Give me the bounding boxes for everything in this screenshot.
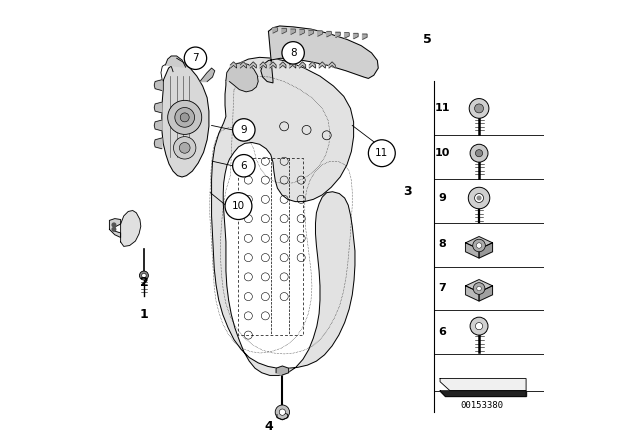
Circle shape <box>112 223 116 227</box>
Text: 1: 1 <box>140 308 148 321</box>
Polygon shape <box>466 237 493 249</box>
Text: 10: 10 <box>435 148 450 158</box>
Polygon shape <box>354 34 358 39</box>
Polygon shape <box>240 62 246 68</box>
Polygon shape <box>165 56 186 67</box>
Polygon shape <box>250 62 257 68</box>
Polygon shape <box>327 31 332 37</box>
Polygon shape <box>270 62 276 68</box>
Text: 4: 4 <box>264 420 273 433</box>
Text: 6: 6 <box>241 161 247 171</box>
Circle shape <box>175 108 195 127</box>
Circle shape <box>473 283 485 294</box>
Polygon shape <box>226 63 258 92</box>
Text: 3: 3 <box>403 185 412 198</box>
Polygon shape <box>289 62 296 68</box>
Text: 11: 11 <box>435 103 450 112</box>
Text: 9: 9 <box>241 125 247 135</box>
Polygon shape <box>121 211 141 246</box>
Polygon shape <box>466 280 493 292</box>
Circle shape <box>275 405 289 419</box>
Polygon shape <box>319 62 325 68</box>
Text: 7: 7 <box>438 283 446 293</box>
Text: 2: 2 <box>140 276 148 289</box>
Circle shape <box>179 142 190 153</box>
Polygon shape <box>260 62 266 68</box>
Polygon shape <box>154 102 162 113</box>
Polygon shape <box>261 26 378 83</box>
Polygon shape <box>440 379 526 391</box>
Circle shape <box>173 137 196 159</box>
Circle shape <box>140 271 148 280</box>
Polygon shape <box>318 31 323 36</box>
Polygon shape <box>466 286 479 301</box>
Circle shape <box>468 187 490 209</box>
Circle shape <box>180 113 189 122</box>
Polygon shape <box>276 366 289 375</box>
Polygon shape <box>300 62 306 68</box>
Polygon shape <box>162 64 209 177</box>
Polygon shape <box>291 29 296 34</box>
Circle shape <box>279 409 285 415</box>
Text: 11: 11 <box>375 148 388 158</box>
Text: 7: 7 <box>192 53 199 63</box>
Circle shape <box>470 317 488 335</box>
Circle shape <box>474 104 484 113</box>
Polygon shape <box>479 286 493 301</box>
Circle shape <box>477 196 481 200</box>
Text: 00153380: 00153380 <box>461 401 504 410</box>
Polygon shape <box>200 68 215 82</box>
Polygon shape <box>282 28 287 34</box>
Text: 9: 9 <box>438 193 446 203</box>
Polygon shape <box>230 62 237 68</box>
Text: 10: 10 <box>232 201 245 211</box>
Polygon shape <box>154 120 162 131</box>
Polygon shape <box>300 30 305 35</box>
Circle shape <box>184 47 207 69</box>
Text: 8: 8 <box>438 239 446 249</box>
Polygon shape <box>479 243 493 258</box>
Polygon shape <box>329 62 335 68</box>
Circle shape <box>112 228 116 231</box>
Polygon shape <box>154 80 162 90</box>
Circle shape <box>476 323 483 330</box>
Polygon shape <box>212 57 355 375</box>
Circle shape <box>168 100 202 134</box>
Polygon shape <box>345 33 349 38</box>
Circle shape <box>469 99 489 118</box>
Polygon shape <box>466 243 479 258</box>
Polygon shape <box>440 391 526 396</box>
Text: 6: 6 <box>438 327 446 336</box>
Circle shape <box>476 243 482 248</box>
Circle shape <box>474 194 484 202</box>
Text: 5: 5 <box>423 33 432 46</box>
Circle shape <box>369 140 396 167</box>
Circle shape <box>233 155 255 177</box>
Circle shape <box>141 273 146 278</box>
Polygon shape <box>309 62 316 68</box>
Circle shape <box>470 144 488 162</box>
Polygon shape <box>277 412 288 420</box>
Polygon shape <box>363 34 367 39</box>
Circle shape <box>476 150 483 157</box>
Polygon shape <box>309 30 314 36</box>
Circle shape <box>473 239 485 252</box>
Circle shape <box>233 119 255 141</box>
Polygon shape <box>280 62 286 68</box>
Polygon shape <box>336 32 340 38</box>
Circle shape <box>477 286 481 291</box>
Circle shape <box>225 193 252 220</box>
Polygon shape <box>154 138 162 149</box>
Polygon shape <box>109 219 121 237</box>
Circle shape <box>282 42 305 64</box>
Text: 8: 8 <box>290 48 296 58</box>
Polygon shape <box>273 28 278 33</box>
